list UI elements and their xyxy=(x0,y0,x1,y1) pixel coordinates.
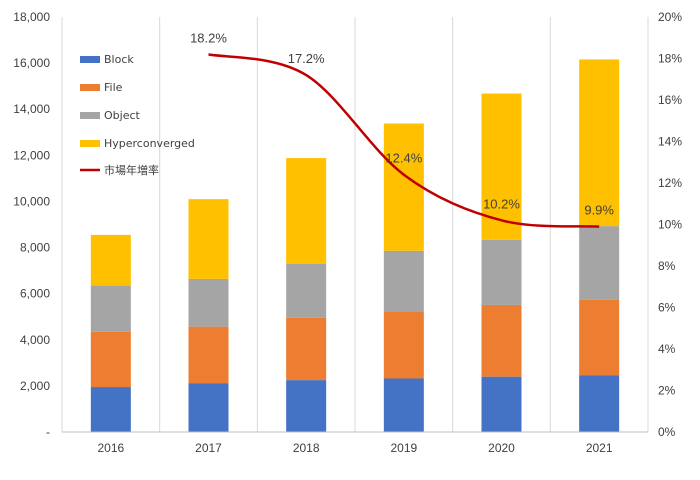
y-right-tick-label: 20% xyxy=(658,10,682,24)
legend-swatch-file xyxy=(80,84,100,91)
legend-label-growth-rate: 市場年増率 xyxy=(104,163,159,177)
y-left-tick-label: 4,000 xyxy=(20,333,50,347)
bar-file-2018 xyxy=(286,317,327,381)
growth-rate-line-path xyxy=(208,53,600,228)
y-right-tick-label: 12% xyxy=(658,176,682,190)
chart-grid xyxy=(61,17,649,432)
bar-file-2021 xyxy=(579,299,620,376)
y-left-tick-label: 18,000 xyxy=(13,10,50,24)
bar-file-2020 xyxy=(481,304,522,377)
bar-block-2021 xyxy=(579,375,620,432)
bar-block-2016 xyxy=(90,387,131,432)
y-right-tick-label: 18% xyxy=(658,52,682,66)
legend-label-hyperconverged: Hyperconverged xyxy=(104,137,195,150)
y-left-tick-label: 10,000 xyxy=(13,194,50,208)
bar-file-2019 xyxy=(383,311,424,379)
growth-rate-data-label: 10.2% xyxy=(483,196,520,211)
y-right-tick-label: 6% xyxy=(658,301,676,315)
y-left-tick-label: 2,000 xyxy=(20,379,50,393)
y-right-tick-label: 8% xyxy=(658,259,676,273)
bar-hyperconverged-2019 xyxy=(383,123,424,251)
bar-block-2019 xyxy=(383,378,424,432)
legend-swatch-object xyxy=(80,112,100,119)
bar-object-2018 xyxy=(286,263,327,318)
legend-swatch-block xyxy=(80,56,100,63)
growth-rate-line: 18.2% 17.2% 12.4% 10.2% 9.9% xyxy=(190,30,614,228)
y-right-tick-label: 4% xyxy=(658,342,676,356)
bar-hyperconverged-2016 xyxy=(90,234,131,286)
bar-file-2017 xyxy=(188,326,229,384)
y-right-tick-label: 14% xyxy=(658,135,682,149)
legend-swatch-hyperconverged xyxy=(80,140,100,147)
bar-block-2018 xyxy=(286,380,327,432)
y-left-tick-label: 12,000 xyxy=(13,148,50,162)
y-left-tick-label: 14,000 xyxy=(13,102,50,116)
x-tick-label: 2020 xyxy=(488,441,515,455)
legend-label-block: Block xyxy=(104,53,134,66)
growth-rate-data-label: 17.2% xyxy=(288,51,325,66)
x-tick-label: 2017 xyxy=(195,441,222,455)
bar-hyperconverged-2017 xyxy=(188,199,229,279)
y-left-tick-label: 16,000 xyxy=(13,56,50,70)
x-tick-label: 2019 xyxy=(390,441,417,455)
y-left-tick-label: 8,000 xyxy=(20,241,50,255)
chart-axes: 2016 2017 2018 2019 2020 2021 - 2,000 4,000 6,000… xyxy=(13,10,682,455)
bar-hyperconverged-2018 xyxy=(286,158,327,264)
y-right-tick-label: 2% xyxy=(658,384,676,398)
y-right-tick-label: 0% xyxy=(658,425,676,439)
y-left-tick-label: - xyxy=(46,425,50,439)
bar-stacks xyxy=(90,59,620,432)
y-right-tick-label: 10% xyxy=(658,218,682,232)
growth-rate-data-label: 18.2% xyxy=(190,30,227,45)
growth-rate-data-label: 9.9% xyxy=(584,203,614,218)
y-left-tick-label: 6,000 xyxy=(20,287,50,301)
chart-legend: Block File Object Hyperconverged 市場年増率 xyxy=(80,53,195,177)
bar-object-2016 xyxy=(90,285,131,332)
growth-rate-data-label: 12.4% xyxy=(385,151,422,166)
bar-object-2020 xyxy=(481,239,522,305)
bar-hyperconverged-2020 xyxy=(481,93,522,240)
bar-object-2017 xyxy=(188,278,229,327)
bar-block-2020 xyxy=(481,376,522,432)
bar-object-2019 xyxy=(383,250,424,312)
x-tick-label: 2021 xyxy=(586,441,613,455)
bar-file-2016 xyxy=(90,331,131,388)
bar-object-2021 xyxy=(579,226,620,300)
x-tick-label: 2018 xyxy=(293,441,320,455)
legend-label-object: Object xyxy=(104,109,141,122)
bar-hyperconverged-2021 xyxy=(579,59,620,227)
x-tick-label: 2016 xyxy=(97,441,124,455)
legend-label-file: File xyxy=(104,81,123,94)
bar-block-2017 xyxy=(188,383,229,432)
y-right-tick-label: 16% xyxy=(658,93,682,107)
